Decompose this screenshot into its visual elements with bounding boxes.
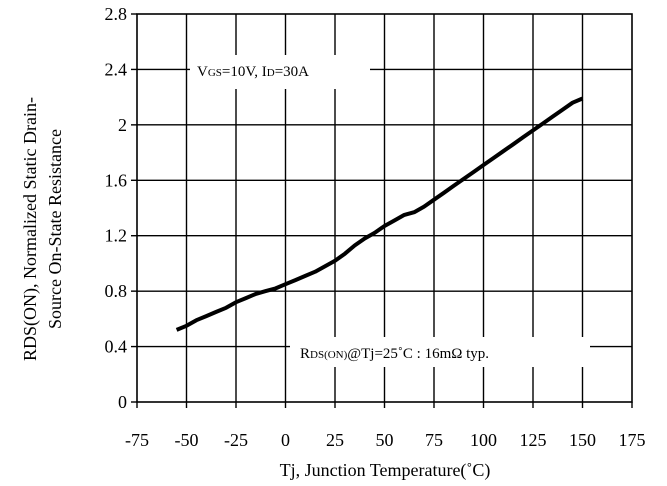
x-tick-label: 25 <box>326 430 344 450</box>
x-axis-label: Tj, Junction Temperature(˚C) <box>280 460 491 481</box>
x-tick-label: 0 <box>281 430 290 450</box>
grid <box>137 14 632 402</box>
y-tick-label: 2.4 <box>105 59 128 79</box>
y-tick-label: 1.2 <box>105 226 128 246</box>
x-tick-label: -50 <box>175 430 199 450</box>
x-tick-label: -75 <box>125 430 149 450</box>
x-tick-label: 125 <box>520 430 547 450</box>
y-tick-label: 1.6 <box>105 170 128 190</box>
x-tick-label: 175 <box>619 430 646 450</box>
x-tick-labels: -75 -50 -25 0 25 50 75 100 125 150 175 <box>125 402 646 450</box>
x-tick-label: 100 <box>470 430 497 450</box>
condition-annotation: VGS=10V, ID=30A <box>197 64 309 80</box>
typical-annotation: RDS(ON)@Tj=25˚C : 16mΩ typ. <box>300 346 489 362</box>
x-tick-label: -25 <box>224 430 248 450</box>
x-tick-label: 50 <box>376 430 394 450</box>
series-group <box>175 96 584 332</box>
x-tick-label: 75 <box>425 430 443 450</box>
y-tick-label: 2.8 <box>105 4 128 24</box>
y-tick-labels: 0 0.4 0.8 1.2 1.6 2 2.4 2.8 <box>105 4 137 412</box>
y-tick-label: 0.8 <box>105 281 128 301</box>
y-axis-label-line1: RDS(ON), Normalized Static Drain- <box>20 97 41 361</box>
y-axis-label-line2: Source On-State Resistance <box>45 129 65 329</box>
x-tick-label: 150 <box>569 430 596 450</box>
y-tick-label: 0.4 <box>105 337 128 357</box>
typical-annotation-box <box>290 337 590 367</box>
series-line <box>175 96 584 332</box>
y-tick-label: 2 <box>118 115 127 135</box>
condition-annotation-box <box>190 55 370 89</box>
y-tick-label: 0 <box>118 392 127 412</box>
